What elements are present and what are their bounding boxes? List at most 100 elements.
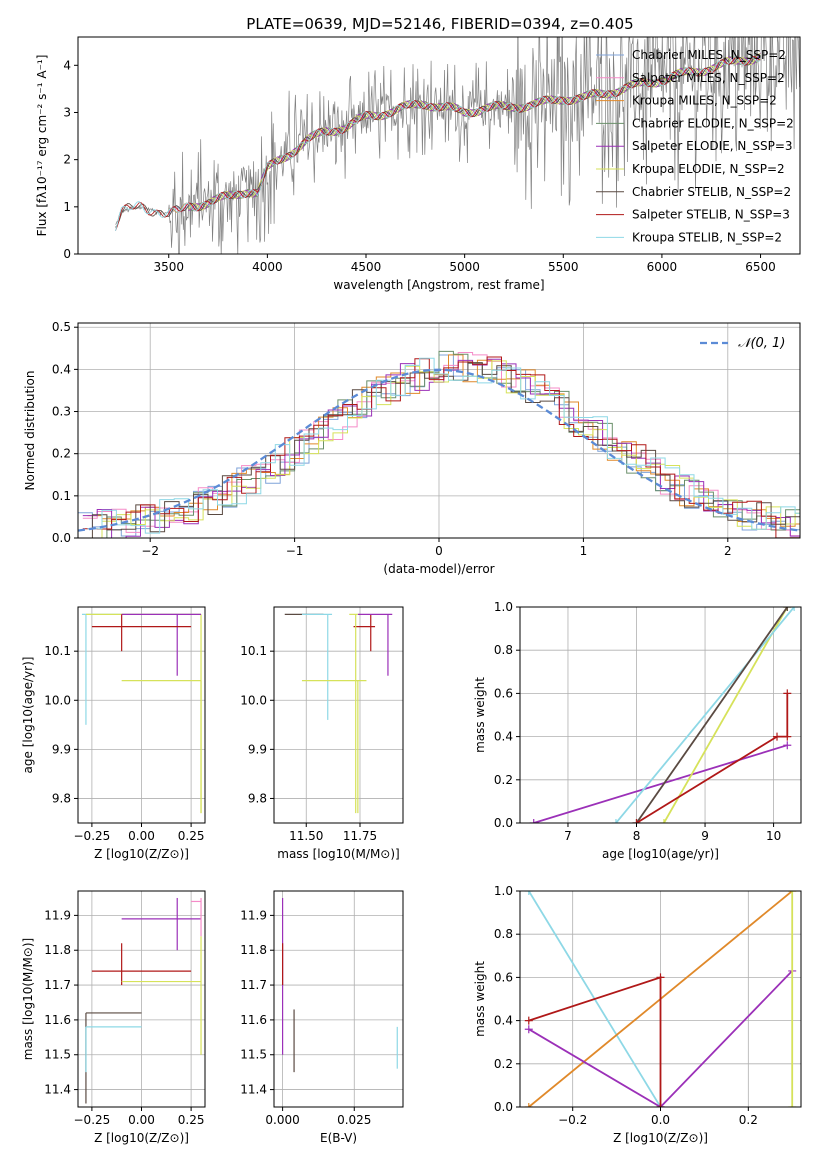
plot-area <box>78 350 800 538</box>
x-tick-label: 0.25 <box>178 1113 205 1127</box>
y-tick-label: 11.8 <box>44 943 71 957</box>
y-tick-label: 0.5 <box>52 320 71 334</box>
x-tick-label: 11.50 <box>289 829 323 843</box>
x-tick-label: 0.25 <box>178 829 205 843</box>
y-tick-label: 11.6 <box>44 1013 71 1027</box>
x-tick-label: 0.0 <box>651 1113 670 1127</box>
axes-frame <box>77 36 801 255</box>
y-tick-label: 11.6 <box>240 1013 267 1027</box>
observed-spectrum-line <box>115 37 800 254</box>
model-spectrum-chabrier_elodie <box>188 55 761 212</box>
x-tick-label: 6000 <box>647 260 678 274</box>
y-tick-label: 0.0 <box>494 1100 513 1114</box>
y-tick-label: 2 <box>63 153 71 167</box>
x-tick-label: 4000 <box>252 260 283 274</box>
x-tick-label: 7 <box>564 829 572 843</box>
y-tick-label: 1 <box>63 200 71 214</box>
figure-title: PLATE=0639, MJD=52146, FIBERID=0394, z=0… <box>246 15 633 33</box>
legend-label-kroupa_elodie: Kroupa ELODIE, N_SSP=2 <box>632 162 785 176</box>
point-marker-salpeter_stelib <box>656 973 665 982</box>
y-tick-label: 9.9 <box>52 742 71 756</box>
legend-label-chabrier_miles: Chabrier MILES, N_SSP=2 <box>632 48 786 62</box>
y-tick-label: 0.3 <box>52 405 71 419</box>
axes-frame <box>273 606 404 824</box>
legend-label-salpeter_miles: Salpeter MILES, N_SSP=2 <box>632 71 785 85</box>
x-tick-label: −2 <box>141 544 159 558</box>
x-axis-label: wavelength [Angstrom, rest frame] <box>333 278 544 292</box>
x-tick-label: 8 <box>633 829 641 843</box>
x-axis-label: Z [log10(Z/Z⊙)] <box>94 847 189 861</box>
x-tick-label: 0.2 <box>739 1113 758 1127</box>
point-marker-kroupa_stelib <box>611 819 620 823</box>
y-tick-label: 11.4 <box>240 1083 267 1097</box>
y-tick-label: 0.0 <box>52 531 71 545</box>
age-vs-mass-panel: 11.50 11.75 9.8 9.9 10.0 10.1 mass [log10(M/M⊙… <box>240 606 404 861</box>
series-line-kroupa_stelib <box>615 607 795 823</box>
y-tick-label: 10.0 <box>44 693 71 707</box>
plot-area <box>115 37 800 254</box>
x-tick-label: 10 <box>766 829 781 843</box>
point-marker-chabrier_stelib <box>783 607 792 611</box>
x-tick-label: 3500 <box>153 260 184 274</box>
point-marker-kroupa_stelib <box>524 891 533 895</box>
plot-area <box>282 897 398 1073</box>
x-tick-label: 0.00 <box>128 1113 155 1127</box>
x-axis-label: Z [log10(Z/Z⊙)] <box>94 1131 189 1145</box>
residual-histogram-salpeter_stelib <box>82 356 800 538</box>
series-line-salpeter_elodie <box>533 744 788 823</box>
x-axis-label: mass [log10(M/M⊙)] <box>277 847 399 861</box>
normal-distribution-curve <box>78 368 800 532</box>
y-tick-label: 11.5 <box>240 1048 267 1062</box>
point-marker-salpeter_elodie <box>524 1025 533 1034</box>
massweight-vs-metallicity-panel: −0.2 0.0 0.2 0.0 0.2 0.4 0.6 0.8 1.0 Z [log10(Z/Z… <box>473 884 802 1145</box>
spectrum-panel: 3500 4000 4500 5000 5500 6000 6500 0 1 2 3 4 wavelen… <box>35 36 801 292</box>
mass-vs-ebv-panel: 0.000 0.025 11.4 11.5 11.6 11.7 11.8 11.9 E(B-V) <box>240 890 404 1145</box>
x-tick-label: −0.25 <box>74 1113 111 1127</box>
y-tick-label: 1.0 <box>494 600 513 614</box>
y-tick-label: 0.4 <box>494 730 513 744</box>
axes-frame <box>273 890 404 1108</box>
legend-label-chabrier_stelib: Chabrier STELIB, N_SSP=2 <box>632 185 791 199</box>
model-spectrum-salpeter_elodie <box>188 52 761 211</box>
plot-area <box>85 897 202 1104</box>
y-tick-label: 1.0 <box>494 884 513 898</box>
y-tick-label: 11.9 <box>44 908 71 922</box>
age-vs-metallicity-panel: −0.25 0.00 0.25 9.8 9.9 10.0 10.1 Z [log10(Z/Z⊙… <box>21 606 206 861</box>
x-tick-label: 4500 <box>351 260 382 274</box>
point-marker-kroupa_elodie <box>659 819 668 823</box>
y-tick-label: 10.1 <box>44 644 71 658</box>
y-axis-label: Flux [fλ10⁻¹⁷ erg cm⁻² s⁻¹ A⁻¹] <box>35 55 49 237</box>
y-tick-label: 11.7 <box>44 978 71 992</box>
y-tick-label: 0.2 <box>494 773 513 787</box>
x-tick-label: 2 <box>724 544 732 558</box>
point-marker-salpeter_stelib <box>524 1016 533 1025</box>
y-tick-label: 4 <box>63 58 71 72</box>
residuals-panel: −2 −1 0 1 2 0.0 0.1 0.2 0.3 0.4 0.5 (data-model)/er… <box>23 320 801 576</box>
series-line-kroupa_elodie <box>663 607 789 823</box>
series-line-chabrier_stelib <box>635 607 789 823</box>
x-axis-label: age [log10(age/yr)] <box>602 847 719 861</box>
plot-area <box>529 607 799 823</box>
plot-area <box>524 891 797 1107</box>
y-tick-label: 9.8 <box>52 791 71 805</box>
y-tick-label: 10.1 <box>240 644 267 658</box>
y-axis-label: mass weight <box>473 677 487 753</box>
legend-label-chabrier_elodie: Chabrier ELODIE, N_SSP=2 <box>632 116 794 130</box>
x-tick-label: 1 <box>580 544 588 558</box>
y-axis-label: mass weight <box>473 961 487 1037</box>
point-marker-kroupa_elodie <box>788 1103 797 1107</box>
model-spectrum-kroupa_elodie <box>188 53 761 211</box>
plot-area <box>284 613 393 814</box>
y-tick-label: 10.0 <box>240 693 267 707</box>
x-tick-label: −0.2 <box>558 1113 587 1127</box>
x-tick-label: 0.025 <box>337 1113 371 1127</box>
x-tick-label: −1 <box>286 544 304 558</box>
point-marker-salpeter_stelib <box>773 732 782 741</box>
legend-label-salpeter_stelib: Salpeter STELIB, N_SSP=3 <box>632 208 790 222</box>
x-tick-label: 0 <box>435 544 443 558</box>
y-axis-label: age [log10(age/yr)] <box>21 657 35 774</box>
y-tick-label: 0 <box>63 247 71 261</box>
series-line-salpeter_stelib <box>636 693 789 823</box>
point-marker-salpeter_stelib <box>783 689 792 698</box>
y-tick-label: 0.6 <box>494 686 513 700</box>
